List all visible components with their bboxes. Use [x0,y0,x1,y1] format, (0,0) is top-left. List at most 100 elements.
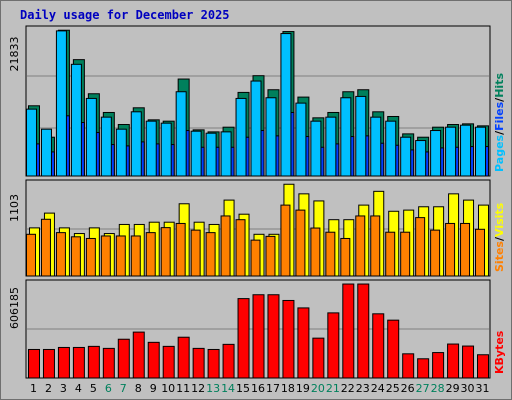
bar-sites-day-20 [310,227,321,277]
x-tick-label: 8 [135,382,142,395]
bar-kbytes-day-25 [387,319,400,379]
x-tick-label: 26 [401,382,415,395]
bar-pages-day-28 [430,130,442,177]
bar-pages-day-17 [265,97,277,177]
x-tick-label: 21 [326,382,340,395]
bar-pages-day-24 [370,116,382,177]
bar-sites-day-13 [205,232,216,277]
chart-title: Daily usage for December 2025 [20,8,230,22]
bar-pages-day-26 [400,136,412,177]
bar-pages-day-4 [70,63,82,177]
bar-kbytes-day-30 [462,345,475,379]
bar-pages-day-14 [220,131,232,177]
bar-pages-day-25 [385,120,397,177]
bar-sites-day-24 [370,215,381,277]
x-tick-label: 31 [476,382,490,395]
bar-kbytes-day-9 [147,341,160,379]
bar-sites-day-2 [40,218,51,277]
bar-sites-day-25 [385,231,396,277]
bar-pages-day-9 [145,120,157,177]
legend-3: KBytes [493,330,506,374]
bar-kbytes-day-28 [432,352,445,379]
y-max-label-1: 21833 [8,37,21,72]
bar-kbytes-day-1 [27,348,40,379]
bar-pages-day-30 [460,124,472,177]
bar-kbytes-day-14 [222,343,235,379]
x-tick-label: 24 [371,382,385,395]
bar-sites-day-26 [400,231,411,277]
bar-sites-day-12 [190,229,201,277]
x-tick-label: 5 [90,382,97,395]
y-max-label-3: 606185 [8,287,21,329]
bar-kbytes-day-11 [177,336,190,379]
legend-item-visits: Visits [493,202,506,237]
bar-kbytes-day-7 [117,338,130,379]
bar-kbytes-day-2 [42,348,55,379]
bar-pages-day-1 [25,108,37,177]
bar-sites-day-15 [235,219,246,277]
bar-pages-day-15 [235,97,247,177]
bar-sites-day-5 [85,237,96,277]
bar-kbytes-day-19 [297,307,310,379]
bar-pages-day-8 [130,111,142,177]
x-tick-label: 10 [161,382,175,395]
bar-kbytes-day-12 [192,347,205,379]
bar-pages-day-27 [415,140,427,177]
bar-pages-day-20 [310,120,322,177]
bar-kbytes-day-20 [312,337,325,379]
bar-kbytes-day-4 [72,346,85,379]
bar-kbytes-day-23 [357,283,370,379]
x-tick-label: 23 [356,382,370,395]
bar-pages-day-11 [175,91,187,177]
bar-sites-day-11 [175,222,186,277]
bar-kbytes-day-16 [252,294,265,379]
x-tick-label: 22 [341,382,355,395]
bar-pages-day-16 [250,80,262,177]
bar-sites-day-27 [415,217,426,277]
bar-kbytes-day-6 [102,347,115,379]
bar-sites-day-21 [325,231,336,277]
bar-sites-day-29 [445,222,456,277]
x-tick-label: 9 [150,382,157,395]
bar-pages-day-13 [205,132,217,177]
bar-kbytes-day-18 [282,299,295,379]
x-tick-label: 3 [60,382,67,395]
bar-sites-day-18 [280,204,291,277]
bar-sites-day-3 [55,232,66,277]
x-tick-label: 18 [281,382,295,395]
bar-pages-day-29 [445,126,457,177]
x-tick-label: 16 [251,382,265,395]
x-tick-label: 11 [176,382,190,395]
bar-pages-day-21 [325,116,337,177]
bar-sites-day-1 [25,233,36,277]
bar-pages-day-3 [55,30,67,177]
bar-kbytes-day-21 [327,312,340,379]
bar-kbytes-day-3 [57,346,70,379]
x-tick-label: 15 [236,382,250,395]
legend-separator: / [493,130,506,135]
bar-sites-day-30 [460,222,471,277]
x-tick-label: 13 [206,382,220,395]
bar-kbytes-day-27 [417,358,430,379]
legend-separator: / [493,97,506,102]
x-tick-label: 6 [105,382,112,395]
x-tick-label: 20 [311,382,325,395]
bar-sites-day-31 [475,228,486,277]
bar-kbytes-day-31 [477,354,490,379]
bar-kbytes-day-22 [342,283,355,379]
x-tick-label: 12 [191,382,205,395]
bar-sites-day-28 [430,229,441,277]
bar-sites-day-22 [340,237,351,277]
bar-pages-day-10 [160,122,172,177]
bar-sites-day-6 [100,235,111,277]
x-tick-label: 1 [30,382,37,395]
bar-kbytes-day-29 [447,343,460,379]
bar-sites-day-14 [220,215,231,277]
legend-2: Sites/Visits [493,202,506,272]
bar-sites-day-9 [145,232,156,277]
bar-pages-day-23 [355,95,367,177]
legend-item-files: Files [493,101,506,131]
bar-kbytes-day-17 [267,294,280,379]
x-tick-label: 19 [296,382,310,395]
